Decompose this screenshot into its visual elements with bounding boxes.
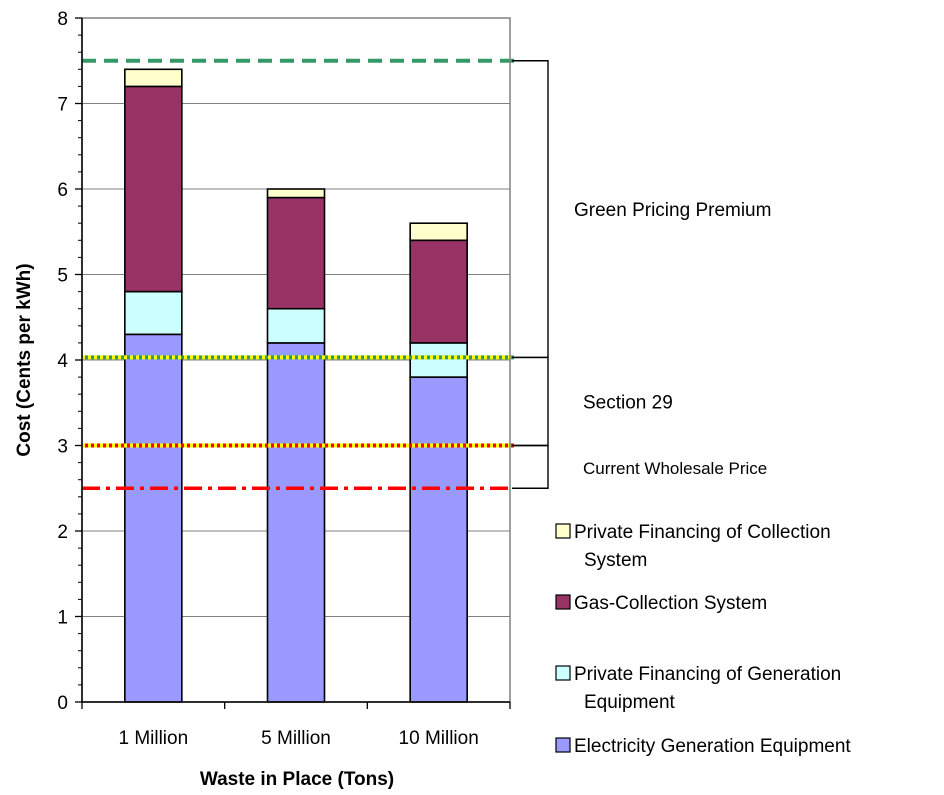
bar-segment [124, 290, 183, 336]
bar-segment [266, 342, 326, 703]
y-tick-label: 0 [57, 693, 68, 714]
bracket [512, 60, 549, 359]
bar-segment [266, 196, 326, 310]
bracket-label: Section 29 [583, 392, 673, 413]
x-tick-label: 10 Million [399, 728, 479, 749]
bar-segment [124, 85, 183, 293]
legend: Private Financing of Collection System Gas… [555, 522, 851, 757]
legend-label: Electricity Generation Equipment [574, 736, 851, 757]
brackets: Green Pricing Premium Section 29 Current W… [512, 60, 771, 489]
legend-label: Gas-Collection System [574, 593, 767, 614]
legend-swatch [555, 523, 571, 539]
y-tick-label: 1 [57, 608, 68, 629]
axes: 0 1 2 3 4 5 6 7 8 1 Million 5 Million 10 Million [57, 9, 511, 749]
y-tick-label: 4 [57, 351, 68, 372]
bracket [512, 444, 549, 489]
legend-label: Private Financing of Collection [574, 522, 831, 543]
bar-segment [409, 376, 468, 703]
y-tick-label: 6 [57, 180, 68, 201]
x-tick-label: 1 Million [118, 728, 188, 749]
bar-segment [409, 222, 468, 242]
legend-label: Equipment [584, 692, 676, 713]
legend-swatch [555, 594, 571, 610]
y-tick-label: 5 [57, 266, 68, 287]
bar-segment [124, 333, 183, 703]
bar-segment [266, 188, 326, 199]
x-axis-title: Waste in Place (Tons) [200, 769, 394, 790]
legend-swatch [555, 665, 571, 681]
bars [124, 68, 468, 703]
y-tick-label: 2 [57, 522, 68, 543]
bar-segment [409, 342, 468, 378]
bar-segment [266, 307, 326, 344]
bracket-label: Current Wholesale Price [583, 459, 767, 478]
x-tick-label: 5 Million [261, 728, 331, 749]
legend-label: System [584, 550, 647, 571]
y-tick-label: 7 [57, 95, 68, 116]
bar-segment [124, 68, 183, 88]
legend-swatch [555, 737, 571, 753]
bar-segment [409, 239, 468, 344]
legend-label: Private Financing of Generation [574, 664, 841, 685]
y-tick-label: 3 [57, 437, 68, 458]
reference-lines [82, 58, 514, 490]
bracket-label: Green Pricing Premium [574, 200, 771, 221]
y-axis-title: Cost (Cents per kWh) [14, 263, 35, 456]
y-tick-label: 8 [57, 9, 68, 30]
bracket [512, 356, 549, 447]
